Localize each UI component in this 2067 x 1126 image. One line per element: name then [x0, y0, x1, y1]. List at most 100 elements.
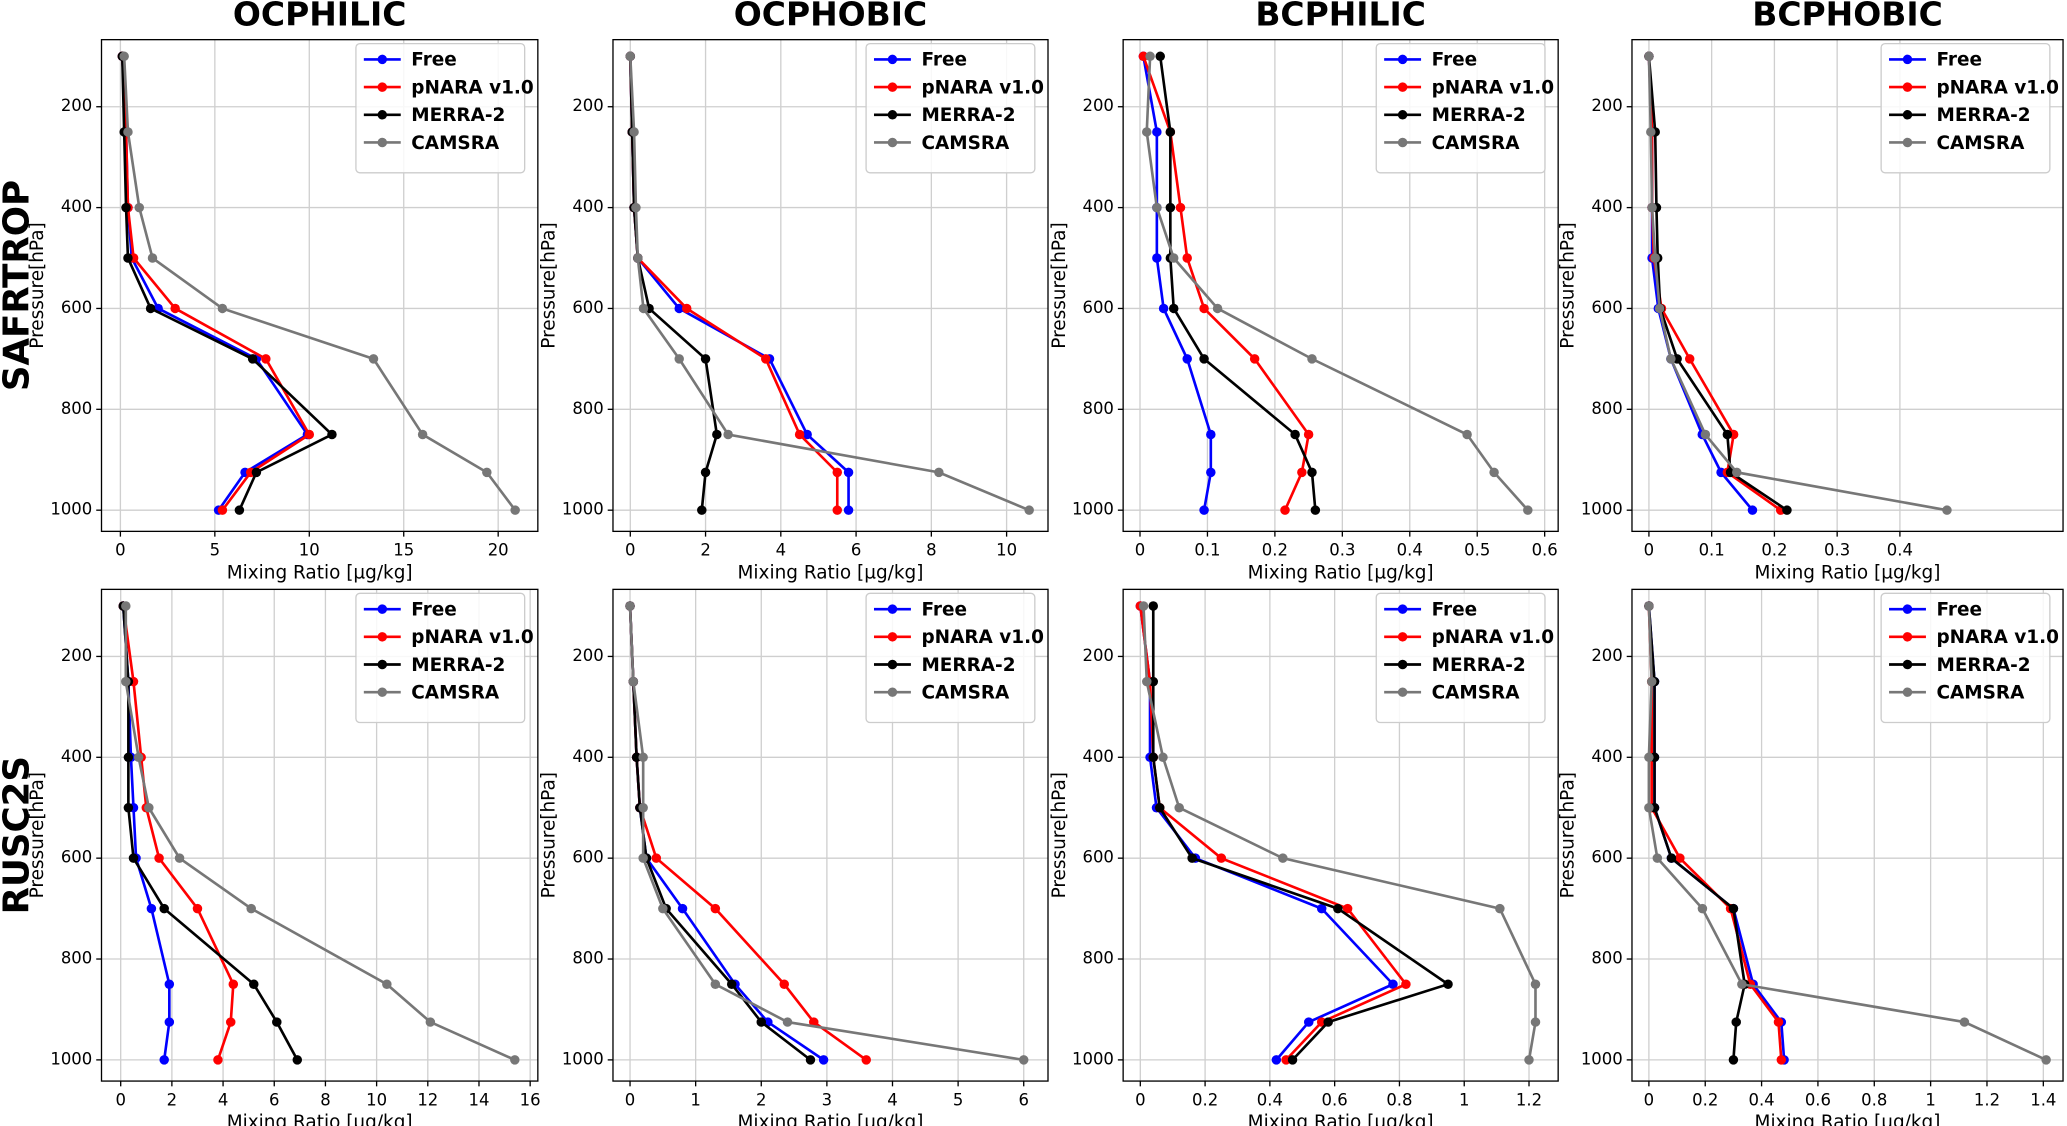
data-point	[1287, 1055, 1298, 1065]
x-tick-label: 0.1	[1194, 541, 1220, 560]
x-tick-label: 0.4	[1397, 541, 1423, 560]
legend-label: MERRA-2	[411, 105, 505, 126]
data-point	[123, 752, 134, 763]
data-point	[1646, 676, 1657, 687]
data-point	[1024, 505, 1034, 515]
axes-frame	[1122, 38, 1559, 533]
legend-label: Free	[1432, 50, 1478, 71]
x-axis-label: Mixing Ratio [µg/kg]	[1248, 563, 1434, 584]
data-point	[159, 903, 169, 914]
legend-label: MERRA-2	[1432, 655, 1526, 676]
data-point	[628, 676, 639, 687]
y-tick-label: 1000	[50, 1049, 92, 1068]
data-point	[217, 505, 228, 515]
legend-marker	[1902, 632, 1913, 642]
y-axis-label: Pressure[hPa]	[539, 222, 560, 348]
x-tick-label: 12	[417, 1090, 438, 1109]
data-point	[1652, 853, 1663, 863]
data-point	[121, 676, 131, 687]
x-tick-label: 0.4	[1257, 1090, 1283, 1109]
y-tick-label: 400	[1082, 197, 1113, 216]
series-line	[628, 605, 825, 1061]
series-line	[1138, 605, 1396, 1061]
data-point	[123, 253, 133, 263]
y-tick-label: 400	[572, 747, 603, 766]
x-tick-label: 0.4	[1887, 541, 1913, 560]
data-point	[1388, 979, 1398, 989]
data-point	[128, 853, 139, 863]
x-tick-label: 4	[776, 541, 786, 560]
data-point	[761, 354, 771, 364]
x-tick-label: 1.2	[1974, 1090, 2000, 1109]
data-point	[843, 505, 854, 515]
subplot: 0 0.2 0.4 0.6 0.8 1 1.2 200 400 600 800 1000 Mixing …	[1049, 588, 1559, 1126]
data-point	[1307, 354, 1317, 364]
legend-marker	[1397, 137, 1408, 148]
series-line	[1647, 56, 1782, 512]
series-line	[121, 605, 235, 1061]
data-point	[304, 429, 315, 440]
legend-label: Free	[1936, 50, 1982, 71]
data-point	[425, 1017, 436, 1027]
y-tick-label: 800	[1082, 949, 1113, 968]
legend-marker	[1902, 687, 1913, 697]
data-point	[1158, 303, 1169, 314]
legend-marker	[887, 604, 898, 614]
data-point	[164, 1017, 175, 1027]
subplot: 0 0.2 0.4 0.6 0.8 1 1.2 1.4 200 400 600 800 1000 Mixi…	[1558, 588, 2064, 1126]
x-axis-label: Mixing Ratio [µg/kg]	[738, 563, 924, 584]
data-point	[174, 853, 185, 863]
subplot: 0 0.1 0.2 0.3 0.4 0.5 0.6 200 400 600 800 1000 Mixin…	[1049, 38, 1559, 584]
y-tick-label: 400	[61, 747, 92, 766]
data-point	[261, 354, 271, 364]
data-point	[234, 505, 245, 515]
series-line	[1158, 56, 1317, 511]
y-tick-label: 1000	[562, 500, 604, 519]
x-tick-label: 0.8	[1386, 1090, 1412, 1109]
data-point	[133, 752, 144, 763]
row-title: RUSC2S	[0, 756, 37, 914]
data-point	[1646, 127, 1656, 137]
y-tick-label: 1000	[1581, 500, 1623, 519]
x-tick-label: 0.2	[1192, 1090, 1218, 1109]
data-point	[651, 853, 662, 863]
data-point	[1776, 1055, 1787, 1065]
x-tick-label: 8	[926, 541, 936, 560]
legend-label: pNARA v1.0	[411, 77, 533, 98]
subplot: 0 1 2 3 4 5 6 200 400 600 800 1000 Mixing Ratio [µg/…	[539, 588, 1049, 1126]
subplot: 0 2 4 6 8 10 12 14 16 200 400 600 800 1000 Mixing Rati…	[27, 588, 541, 1126]
series-line	[1647, 605, 1747, 1060]
data-point	[1280, 505, 1290, 515]
y-tick-label: 600	[1082, 848, 1113, 867]
legend-marker	[1902, 659, 1913, 670]
legend-label: pNARA v1.0	[921, 627, 1043, 648]
x-tick-label: 0.8	[1861, 1090, 1887, 1109]
legend-marker	[377, 54, 388, 65]
data-point	[272, 1017, 282, 1027]
x-tick-label: 5	[210, 541, 220, 560]
data-point	[700, 467, 711, 478]
data-point	[1728, 1055, 1739, 1065]
subplot: 0 5 10 15 20 200 400 600 800 1000 Mixing Ratio [µg…	[27, 38, 539, 584]
x-tick-label: 6	[851, 541, 861, 560]
x-tick-label: 0	[1135, 541, 1145, 560]
series-line	[628, 605, 868, 1061]
data-point	[843, 467, 854, 478]
data-point	[633, 253, 643, 263]
data-point	[1145, 51, 1155, 62]
column-title: OCPHOBIC	[734, 0, 927, 33]
x-tick-label: 6	[269, 1090, 279, 1109]
x-tick-label: 2	[756, 1090, 766, 1109]
y-tick-label: 400	[1082, 747, 1113, 766]
data-point	[681, 303, 692, 314]
data-point	[192, 903, 203, 914]
x-axis-label: Mixing Ratio [µg/kg]	[1248, 1112, 1434, 1126]
x-tick-label: 14	[468, 1090, 489, 1109]
legend-marker	[887, 82, 898, 92]
legend-marker	[377, 687, 388, 697]
y-tick-label: 600	[61, 848, 92, 867]
y-tick-label: 1000	[1072, 500, 1114, 519]
data-point	[1297, 467, 1307, 478]
legend-label: pNARA v1.0	[1432, 77, 1554, 98]
data-point	[1675, 853, 1685, 863]
